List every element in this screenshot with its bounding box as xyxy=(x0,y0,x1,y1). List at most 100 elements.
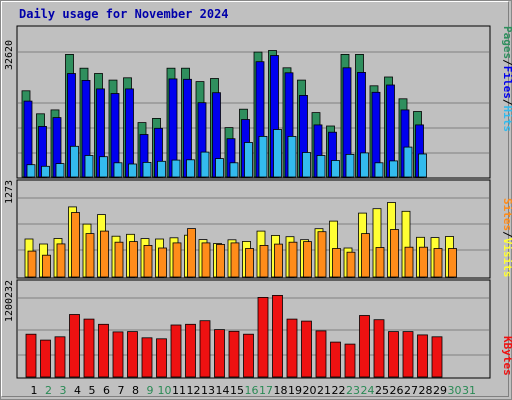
label-visits: Visits xyxy=(501,238,512,278)
bar-pages-day-19 xyxy=(287,135,297,178)
bar-kbytes-day-26 xyxy=(388,331,399,378)
bar-sites-day-9 xyxy=(143,244,153,278)
label-sep-1: / xyxy=(501,59,512,66)
label-sep-2: / xyxy=(501,99,512,106)
bar-sites-day-29 xyxy=(433,248,443,278)
bar-pages-day-27 xyxy=(403,146,413,178)
bar-kbytes-day-10 xyxy=(156,338,167,378)
bar-kbytes-day-6 xyxy=(98,323,109,378)
bar-sites-day-12 xyxy=(187,228,196,278)
x-tick-label-day-15: 15 xyxy=(230,384,244,397)
x-tick-label-day-4: 4 xyxy=(74,384,81,397)
bar-kbytes-day-15 xyxy=(228,330,240,378)
ytick-mid: 1273 xyxy=(4,180,15,204)
bar-kbytes-day-27 xyxy=(402,331,414,378)
bar-sites-day-15 xyxy=(230,242,240,278)
bar-pages-day-6 xyxy=(99,156,108,178)
bar-pages-day-9 xyxy=(142,161,152,178)
bar-pages-day-1 xyxy=(26,164,36,178)
bar-sites-day-3 xyxy=(56,243,66,278)
x-tick-label-day-5: 5 xyxy=(89,384,96,397)
bar-kbytes-day-7 xyxy=(112,331,124,378)
bar-sites-day-25 xyxy=(375,247,385,278)
bar-pages-day-18 xyxy=(273,129,282,178)
bar-sites-day-26 xyxy=(390,229,399,278)
bar-pages-day-11 xyxy=(171,159,181,178)
bar-sites-day-5 xyxy=(85,233,95,278)
bar-pages-day-28 xyxy=(418,153,427,178)
x-tick-label-day-16: 16 xyxy=(245,384,259,397)
x-tick-label-day-18: 18 xyxy=(274,384,288,397)
bar-kbytes-day-17 xyxy=(257,296,269,378)
bar-sites-day-18 xyxy=(274,243,283,278)
x-tick-label-day-13: 13 xyxy=(201,384,215,397)
x-tick-label-day-1: 1 xyxy=(31,384,38,397)
bar-sites-day-20 xyxy=(303,241,312,278)
x-tick-label-day-7: 7 xyxy=(118,384,125,397)
bar-kbytes-day-24 xyxy=(359,315,370,378)
bar-sites-day-28 xyxy=(419,246,428,278)
bar-pages-day-12 xyxy=(186,159,195,178)
x-tick-label-day-23: 23 xyxy=(346,384,360,397)
x-tick-label-day-6: 6 xyxy=(103,384,110,397)
bar-pages-day-26 xyxy=(389,160,398,178)
x-tick-label-day-25: 25 xyxy=(375,384,389,397)
right-label-mid: Sites/Visits xyxy=(501,198,512,278)
bar-kbytes-day-2 xyxy=(40,339,51,378)
chart-title: Daily usage for November 2024 xyxy=(19,7,229,21)
x-tick-label-day-22: 22 xyxy=(332,384,346,397)
x-tick-label-day-19: 19 xyxy=(288,384,302,397)
bar-sites-day-23 xyxy=(346,251,356,278)
bar-sites-day-2 xyxy=(42,254,51,278)
bar-sites-day-21 xyxy=(317,231,327,278)
bar-pages-day-13 xyxy=(200,151,210,178)
bottom-panel-bars xyxy=(25,294,443,378)
label-sep-3: / xyxy=(501,231,512,238)
x-tick-label-day-8: 8 xyxy=(132,384,139,397)
x-tick-label-day-3: 3 xyxy=(60,384,67,397)
x-tick-label-day-11: 11 xyxy=(172,384,186,397)
bar-pages-day-5 xyxy=(84,155,94,178)
ytick-top: 32620 xyxy=(4,40,15,70)
x-tick-label-day-14: 14 xyxy=(216,384,230,397)
x-tick-label-day-21: 21 xyxy=(317,384,331,397)
bar-sites-day-11 xyxy=(172,242,182,278)
bar-sites-day-8 xyxy=(129,241,138,278)
bar-kbytes-day-25 xyxy=(373,319,385,378)
bar-kbytes-day-12 xyxy=(185,323,196,378)
bar-kbytes-day-14 xyxy=(214,329,225,378)
bar-kbytes-day-9 xyxy=(141,337,153,378)
bar-sites-day-4 xyxy=(71,212,80,278)
bar-sites-day-1 xyxy=(27,250,37,278)
ytick-bottom: 1200232 xyxy=(4,280,15,322)
bar-pages-day-7 xyxy=(113,162,123,178)
bar-sites-day-19 xyxy=(288,241,298,278)
bar-pages-day-10 xyxy=(157,160,166,178)
bar-kbytes-day-5 xyxy=(83,318,95,378)
bar-kbytes-day-13 xyxy=(199,320,211,378)
right-label-top: Pages/Files/Hits xyxy=(501,26,512,132)
x-tick-label-day-20: 20 xyxy=(303,384,317,397)
bar-kbytes-day-4 xyxy=(69,314,80,378)
bar-pages-day-20 xyxy=(302,152,311,178)
bar-sites-day-10 xyxy=(158,247,167,278)
bar-kbytes-day-8 xyxy=(127,331,138,378)
bar-sites-day-22 xyxy=(332,248,341,278)
x-tick-label-day-26: 26 xyxy=(390,384,404,397)
bar-sites-day-30 xyxy=(448,248,457,278)
bar-kbytes-day-23 xyxy=(344,343,356,378)
bar-kbytes-day-22 xyxy=(330,341,341,378)
bar-pages-day-17 xyxy=(258,135,268,178)
bar-pages-day-15 xyxy=(229,162,239,178)
bar-pages-day-21 xyxy=(316,155,326,178)
x-tick-label-day-2: 2 xyxy=(45,384,52,397)
bar-kbytes-day-16 xyxy=(243,333,254,378)
label-pages: Pages xyxy=(501,26,512,59)
bar-pages-day-4 xyxy=(70,145,79,178)
bar-sites-day-6 xyxy=(100,230,109,278)
x-tick-label-day-27: 27 xyxy=(404,384,418,397)
bar-sites-day-24 xyxy=(361,233,370,278)
bar-sites-day-7 xyxy=(114,241,124,278)
mid-panel-bars xyxy=(24,202,457,278)
